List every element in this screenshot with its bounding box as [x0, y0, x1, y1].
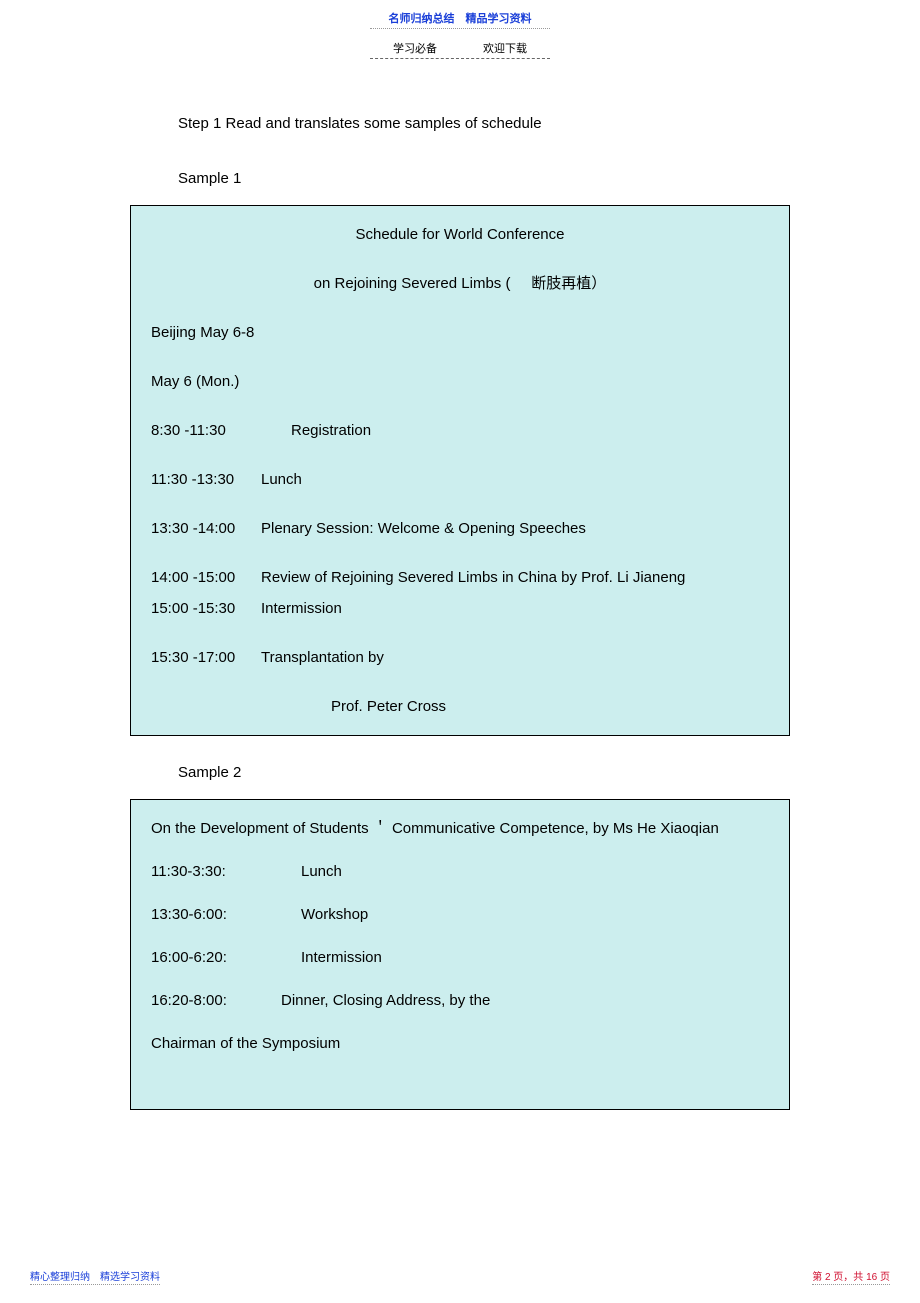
box1-day: May 6 (Mon.): [151, 371, 769, 392]
box2-row1: 11:30-3:30: Lunch: [151, 861, 769, 882]
box1-title2: on Rejoining Severed Limbs ( 断肢再植）: [151, 273, 769, 294]
header-sub-right: 欢迎下载: [483, 40, 527, 56]
box1-row2: 11:30 -13:30 Lunch: [151, 469, 769, 490]
sample1-label: Sample 1: [178, 170, 790, 187]
box1-row5: 15:00 -15:30 Intermission: [151, 598, 769, 619]
row-time: 15:30 -17:00: [151, 647, 261, 668]
footer-left: 精心整理归纳 精选学习资料: [30, 1268, 160, 1285]
row-time: 8:30 -11:30: [151, 420, 261, 441]
box2-row2: 13:30-6:00: Workshop: [151, 904, 769, 925]
schedule-box-1: Schedule for World Conference on Rejoini…: [130, 205, 790, 736]
box1-row6: 15:30 -17:00 Transplantation by: [151, 647, 769, 668]
header-sub-left: 学习必备: [393, 40, 437, 56]
row-time: 13:30 -14:00: [151, 518, 261, 539]
page-header-top: 名师归纳总结 精品学习资料: [370, 10, 550, 29]
schedule-box-2: On the Development of Students ＇ Communi…: [130, 799, 790, 1110]
row-time: 16:00-6:20:: [151, 947, 301, 968]
row-desc: Lunch: [261, 469, 769, 490]
box2-row3: 16:00-6:20: Intermission: [151, 947, 769, 968]
box2-row4: 16:20-8:00: Dinner, Closing Address, by …: [151, 990, 769, 1011]
box1-title1: Schedule for World Conference: [151, 224, 769, 245]
row-time: 16:20-8:00:: [151, 990, 281, 1011]
box1-title2-prefix: on Rejoining Severed Limbs (: [314, 275, 511, 292]
row-desc: Lunch: [301, 861, 769, 882]
row-desc: Registration: [261, 420, 769, 441]
box1-location: Beijing May 6-8: [151, 322, 769, 343]
page-header-sub: 学习必备 欢迎下载: [370, 40, 550, 59]
row-desc: Plenary Session: Welcome & Opening Speec…: [261, 518, 769, 539]
row-desc: Review of Rejoining Severed Limbs in Chi…: [261, 567, 769, 588]
box1-row3: 13:30 -14:00 Plenary Session: Welcome & …: [151, 518, 769, 539]
row-desc: Intermission: [261, 598, 769, 619]
row-time: 14:00 -15:00: [151, 567, 261, 588]
row-desc: Workshop: [301, 904, 769, 925]
main-content: Step 1 Read and translates some samples …: [130, 115, 790, 1138]
sample2-label: Sample 2: [178, 764, 790, 781]
row-time: 11:30 -13:30: [151, 469, 261, 490]
row-desc: Intermission: [301, 947, 769, 968]
row-desc: Transplantation by: [261, 647, 769, 668]
box1-prof: Prof. Peter Cross: [331, 696, 769, 717]
box1-title2-cn: 断肢再植）: [531, 275, 606, 292]
row-time: 15:00 -15:30: [151, 598, 261, 619]
box2-close: Chairman of the Symposium: [151, 1033, 769, 1054]
row-time: 13:30-6:00:: [151, 904, 301, 925]
box2-top: On the Development of Students ＇ Communi…: [151, 818, 769, 839]
row-desc: Dinner, Closing Address, by the: [281, 990, 769, 1011]
box1-row4: 14:00 -15:00 Review of Rejoining Severed…: [151, 567, 769, 588]
footer-right: 第 2 页，共 16 页: [812, 1268, 890, 1285]
row-time: 11:30-3:30:: [151, 861, 301, 882]
box1-row1: 8:30 -11:30 Registration: [151, 420, 769, 441]
step-heading: Step 1 Read and translates some samples …: [178, 115, 790, 132]
